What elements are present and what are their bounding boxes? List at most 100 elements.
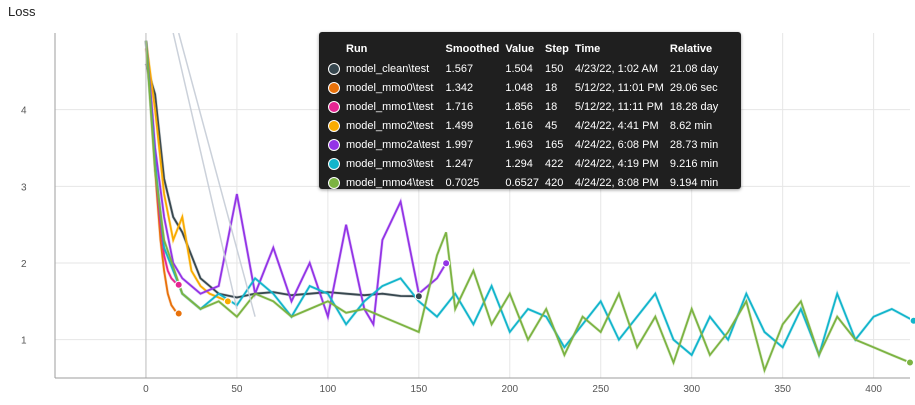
tooltip-relative: 21.08 day: [669, 62, 719, 75]
x-tick-label: 0: [143, 384, 149, 395]
tooltip-smoothed: 1.567: [445, 62, 474, 75]
tooltip-color-cell: [325, 78, 343, 97]
x-tick-label: 200: [501, 384, 518, 395]
series-line: [177, 33, 256, 317]
tooltip-value: 1.048: [505, 81, 533, 94]
tooltip-row: model_mmo2\test 1.499 1.616 45 4/24/22, 4:41…: [325, 116, 721, 135]
tooltip-time: 4/24/22, 6:08 PM: [574, 138, 659, 151]
tooltip-run: model_mmo4\test: [346, 176, 434, 189]
series-endpoint: [174, 280, 183, 289]
tooltip-table: Run Smoothed Value Step Time Relative mo…: [325, 38, 721, 192]
series-color-dot-icon: [328, 176, 340, 189]
tooltip-smoothed: 1.247: [445, 157, 474, 170]
tooltip-header-smoothed: Smoothed: [445, 42, 500, 55]
tooltip-color-cell: [325, 135, 343, 154]
series-line: [145, 40, 910, 358]
series-color-dot-icon: [328, 62, 340, 75]
tooltip-step: 18: [544, 81, 558, 94]
x-tick-label: 100: [320, 384, 337, 395]
series-color-dot-icon: [328, 138, 340, 151]
tooltip-relative: 28.73 min: [669, 138, 719, 151]
tooltip-value: 1.504: [505, 62, 533, 75]
x-tick-label: 350: [774, 384, 791, 395]
tooltip-step: 422: [544, 157, 564, 170]
axes: 0 50 100 150 200 250 300 350 400 1 2 3 4: [21, 33, 910, 395]
tooltip-color-cell: [325, 173, 343, 192]
tooltip-smoothed: 1.499: [445, 119, 474, 132]
tooltip-header-relative: Relative: [669, 42, 713, 55]
tooltip-value: 1.963: [505, 138, 533, 151]
tooltip-row: model_mmo4\test 0.7025 0.6527 420 4/24/22, 8…: [325, 173, 721, 192]
tooltip-step: 420: [544, 176, 564, 189]
tooltip-smoothed: 1.342: [445, 81, 474, 94]
tooltip-header-step: Step: [544, 42, 569, 55]
tooltip-value: 1.616: [505, 119, 533, 132]
tooltip-value: 1.856: [505, 100, 533, 113]
tooltip-color-cell: [325, 116, 343, 135]
tooltip-relative: 29.06 sec: [669, 81, 718, 94]
series-endpoint: [414, 292, 423, 301]
y-tick-label: 3: [21, 182, 27, 193]
tooltip-row: model_clean\test 1.567 1.504 150 4/23/22, 1:…: [325, 59, 721, 78]
hover-tooltip: Run Smoothed Value Step Time Relative mo…: [319, 32, 741, 189]
series-color-dot-icon: [328, 100, 340, 113]
series-color-dot-icon: [328, 157, 340, 170]
x-tick-label: 300: [683, 384, 700, 395]
tooltip-run: model_mmo3\test: [346, 157, 434, 170]
tooltip-row: model_mmo1\test 1.716 1.856 18 5/12/22, 11:1…: [325, 97, 721, 116]
series-lines: [144, 33, 910, 376]
tooltip-row: model_mmo3\test 1.247 1.294 422 4/24/22, 4:1…: [325, 154, 721, 173]
tooltip-relative: 8.62 min: [669, 119, 713, 132]
y-tick-label: 1: [21, 336, 27, 347]
tooltip-run: model_mmo2\test: [346, 119, 434, 132]
tooltip-relative: 9.194 min: [669, 176, 719, 189]
tooltip-step: 18: [544, 100, 558, 113]
x-tick-label: 150: [410, 384, 427, 395]
tooltip-time: 4/23/22, 1:02 AM: [574, 62, 658, 75]
tooltip-run: model_mmo2a\test: [346, 138, 440, 151]
tooltip-time: 5/12/22, 11:01 PM: [574, 81, 664, 94]
tooltip-time: 4/24/22, 4:19 PM: [574, 157, 659, 170]
tooltip-step: 165: [544, 138, 564, 151]
x-tick-label: 400: [865, 384, 882, 395]
x-tick-label: 50: [231, 384, 243, 395]
tooltip-header-time: Time: [574, 42, 601, 55]
y-tick-label: 4: [21, 106, 27, 117]
tooltip-color-cell: [325, 154, 343, 173]
series-endpoints: [174, 259, 915, 367]
series-endpoint: [174, 309, 183, 318]
tooltip-relative: 9.216 min: [669, 157, 719, 170]
series-line: [145, 40, 229, 303]
series-line: [172, 33, 238, 310]
series-endpoint: [442, 259, 451, 268]
tooltip-run: model_clean\test: [346, 62, 430, 75]
y-tick-label: 2: [21, 259, 27, 270]
tooltip-relative: 18.28 day: [669, 100, 719, 113]
chart-title: Loss: [8, 4, 36, 19]
tooltip-time: 4/24/22, 4:41 PM: [574, 119, 659, 132]
tooltip-time: 4/24/22, 8:08 PM: [574, 176, 659, 189]
tooltip-time: 5/12/22, 11:11 PM: [574, 100, 664, 113]
tooltip-row: model_mmo0\test 1.342 1.048 18 5/12/22, 11:0…: [325, 78, 721, 97]
tooltip-row: model_mmo2a\test 1.997 1.963 165 4/24/22, 6:…: [325, 135, 721, 154]
series-line: [145, 40, 447, 328]
tooltip-smoothed: 0.7025: [445, 176, 480, 189]
series-endpoint: [906, 358, 914, 367]
tooltip-step: 45: [544, 119, 558, 132]
x-tick-label: 250: [592, 384, 609, 395]
series-endpoint: [909, 316, 915, 325]
series-line: [145, 40, 910, 374]
series-color-dot-icon: [328, 81, 340, 94]
tooltip-header-run: Run: [346, 42, 368, 55]
tooltip-run: model_mmo0\test: [346, 81, 434, 94]
tooltip-header-row: Run Smoothed Value Step Time Relative: [325, 38, 721, 59]
tooltip-color-cell: [325, 97, 343, 116]
tooltip-header-value: Value: [505, 42, 535, 55]
tooltip-value: 0.6527: [505, 176, 539, 189]
tooltip-header-color: [325, 38, 343, 59]
tooltip-smoothed: 1.716: [445, 100, 474, 113]
tooltip-color-cell: [325, 59, 343, 78]
tooltip-smoothed: 1.997: [445, 138, 474, 151]
tooltip-value: 1.294: [505, 157, 533, 170]
